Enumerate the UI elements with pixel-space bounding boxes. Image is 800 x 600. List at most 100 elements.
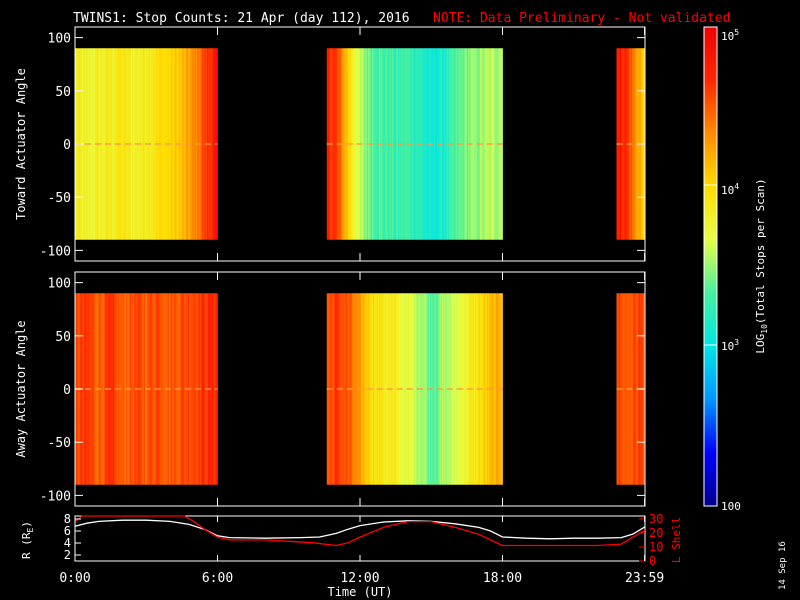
orbit-right-tick-label: 30 [649, 512, 663, 526]
heatmap-column [111, 48, 114, 240]
heatmap-column [494, 293, 496, 485]
heatmap-column [422, 293, 425, 485]
heatmap-column [141, 48, 144, 240]
away-angle-yticks: 100 50 0 -50 -100 [40, 277, 645, 504]
heatmap-column [364, 293, 367, 485]
heatmap-column [494, 48, 496, 240]
heatmap-column [624, 293, 627, 485]
colorbar-axis-label-prefix: LOG [754, 334, 767, 354]
heatmap-column [133, 293, 135, 485]
xtick-label: 0:00 [59, 571, 90, 586]
heatmap-column [432, 293, 435, 485]
heatmap-column [213, 48, 216, 240]
heatmap-column [345, 48, 348, 240]
ytick-label: -50 [48, 191, 71, 206]
heatmap-column [493, 48, 495, 240]
heatmap-column [405, 48, 407, 240]
heatmap-column [211, 48, 214, 240]
heatmap-column [113, 293, 115, 485]
heatmap-column [443, 48, 445, 240]
heatmap-column [375, 293, 378, 485]
date-stamp: 14 Sep 16 [778, 541, 788, 590]
heatmap-column [101, 48, 103, 240]
colorbar-gradient [703, 26, 718, 507]
heatmap-column [354, 293, 356, 485]
heatmap-column [634, 293, 636, 485]
heatmap-column [213, 293, 216, 485]
heatmap-column [382, 48, 385, 240]
colorbar-axis-label: LOG10(Total Stops per Scan) [754, 178, 769, 353]
heatmap-column [413, 293, 416, 485]
heatmap-column [354, 48, 356, 240]
heatmap-column [373, 293, 375, 485]
heatmap-column [122, 48, 125, 240]
heatmap-column [110, 293, 113, 485]
heatmap-column [102, 293, 104, 485]
heatmap-column [462, 48, 464, 240]
heatmap-column [424, 293, 426, 485]
heatmap-column [110, 48, 113, 240]
heatmap-column [484, 293, 487, 485]
heatmap-column [355, 48, 357, 240]
heatmap-column [345, 293, 348, 485]
heatmap-column [402, 48, 405, 240]
heatmap-column [192, 48, 195, 240]
colorbar: 105 104 103 100 LOG10(Total Stops per Sc… [703, 26, 769, 513]
heatmap-column [475, 48, 477, 240]
heatmap-column [153, 293, 155, 485]
heatmap-column [374, 293, 376, 485]
heatmap-column [153, 48, 155, 240]
heatmap-column [344, 48, 347, 240]
heatmap-column [94, 293, 96, 485]
heatmap-column [485, 48, 488, 240]
heatmap-column [495, 48, 497, 240]
heatmap-column [383, 48, 386, 240]
heatmap-column [173, 293, 176, 485]
heatmap-column [203, 48, 205, 240]
heatmap-column [102, 48, 104, 240]
heatmap-column [202, 48, 204, 240]
orbit-left-ylabel-sub: E [26, 527, 35, 532]
heatmap-column [343, 293, 345, 485]
toward-angle-heatmap [75, 48, 646, 240]
heatmap-column [484, 48, 487, 240]
xtick-label: 6:00 [202, 571, 233, 586]
heatmap-column [405, 293, 407, 485]
heatmap-column [83, 293, 85, 485]
heatmap-column [365, 293, 368, 485]
heatmap-column [392, 293, 394, 485]
heatmap-column [342, 293, 344, 485]
heatmap-column [362, 293, 364, 485]
heatmap-column [432, 48, 435, 240]
orbit-left-ylabel: R (RE) [20, 521, 35, 559]
ytick-label: -100 [40, 489, 71, 504]
heatmap-column [161, 293, 164, 485]
heatmap-column [403, 48, 406, 240]
heatmap-column [132, 293, 134, 485]
heatmap-column [180, 48, 183, 240]
heatmap-column [464, 48, 467, 240]
heatmap-column [83, 48, 85, 240]
heatmap-column [412, 48, 414, 240]
heatmap-column [412, 293, 414, 485]
heatmap-column [143, 293, 146, 485]
heatmap-column [623, 48, 626, 240]
heatmap-column [151, 293, 153, 485]
away-angle-ylabel: Away Actuator Angle [14, 320, 28, 457]
ytick-label: 0 [63, 138, 71, 153]
heatmap-column [415, 293, 418, 485]
heatmap-column [393, 48, 395, 240]
heatmap-column [210, 48, 212, 240]
heatmap-column [364, 48, 367, 240]
heatmap-column [140, 293, 142, 485]
colorbar-axis-label-sub: 10 [760, 324, 769, 334]
heatmap-column [413, 48, 416, 240]
heatmap-column [633, 48, 635, 240]
heatmap-column [455, 48, 457, 240]
ytick-label: -50 [48, 436, 71, 451]
orbit-left-tick-label: 6 [64, 524, 71, 538]
heatmap-column [631, 293, 634, 485]
heatmap-column [160, 48, 163, 240]
heatmap-column [462, 293, 464, 485]
